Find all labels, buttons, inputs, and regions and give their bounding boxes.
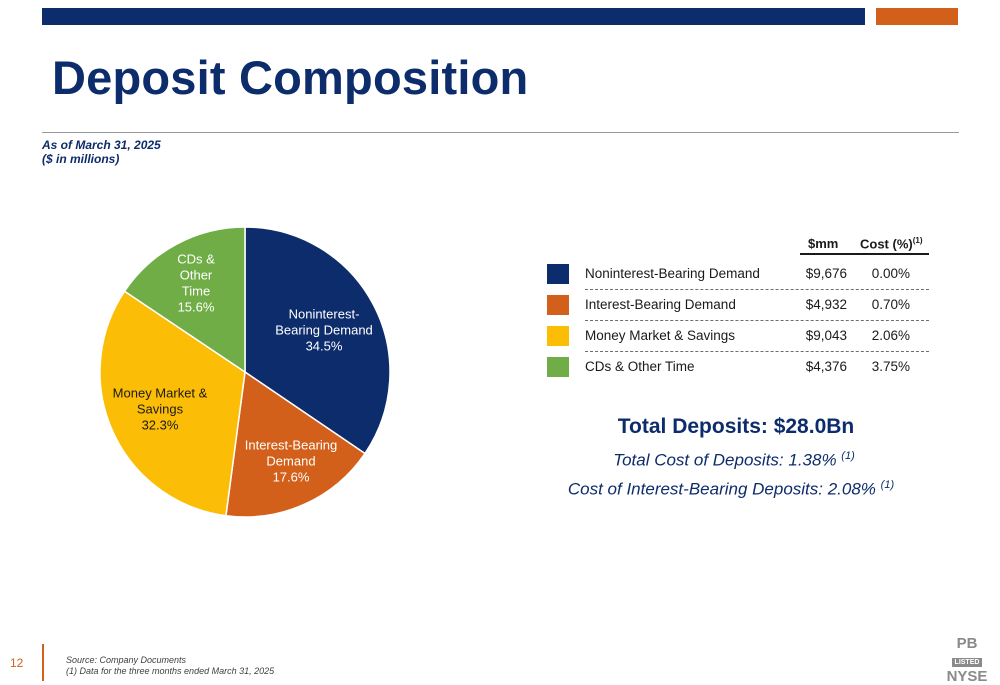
pie-label-3-line-0: CDs & bbox=[177, 251, 215, 266]
row-divider bbox=[585, 289, 929, 290]
interest-bearing-cost: Cost of Interest-Bearing Deposits: 2.08%… bbox=[568, 479, 894, 500]
table-row: Interest-Bearing Demand $4,932 0.70% bbox=[547, 290, 929, 321]
footer-source: Source: Company Documents bbox=[66, 655, 187, 665]
pie-label-1-line-1: Demand bbox=[266, 453, 315, 468]
pie-label-3-line-2: Time bbox=[182, 283, 210, 298]
row-mm: $9,043 bbox=[805, 328, 847, 343]
total-cost-text: Total Cost of Deposits: 1.38% bbox=[613, 450, 837, 470]
row-cost: 0.00% bbox=[871, 266, 910, 281]
logo-listed: LISTED bbox=[951, 658, 983, 667]
row-cost: 3.75% bbox=[871, 359, 910, 374]
row-mm: $4,932 bbox=[805, 297, 847, 312]
row-label: Interest-Bearing Demand bbox=[585, 297, 736, 312]
table-header-cost-label: Cost (%) bbox=[860, 236, 913, 252]
row-mm: $4,376 bbox=[805, 359, 847, 374]
subtitle-units: ($ in millions) bbox=[42, 152, 120, 166]
pie-label-3-line-1: Other bbox=[180, 267, 213, 282]
row-cost: 0.70% bbox=[871, 297, 910, 312]
slide-subtitle: As of March 31, 2025 ($ in millions) bbox=[42, 138, 161, 166]
top-bar-navy bbox=[42, 8, 865, 25]
row-mm: $9,676 bbox=[805, 266, 847, 281]
nyse-listed-logo: PB LISTED NYSE bbox=[943, 635, 991, 685]
table-header-cost-note: (1) bbox=[912, 236, 923, 245]
table-header-mm: $mm bbox=[808, 236, 839, 251]
table-row: Noninterest-Bearing Demand $9,676 0.00% bbox=[547, 259, 929, 290]
top-bar-orange bbox=[876, 8, 958, 25]
logo-ticker: PB bbox=[956, 635, 978, 652]
pie-label-0-line-1: Bearing Demand bbox=[275, 322, 373, 337]
footer-footnote: (1) Data for the three months ended Marc… bbox=[66, 666, 275, 676]
table-row: Money Market & Savings $9,043 2.06% bbox=[547, 321, 929, 352]
pie-slice-3 bbox=[123, 226, 246, 374]
table-row: CDs & Other Time $4,376 3.75% bbox=[547, 352, 929, 383]
pie-label-0-line-2: 34.5% bbox=[306, 338, 343, 353]
footer-divider bbox=[42, 644, 44, 681]
table-header-rule bbox=[800, 253, 929, 255]
row-label: Noninterest-Bearing Demand bbox=[585, 266, 760, 281]
pie-label-3-line-3: 15.6% bbox=[178, 299, 215, 314]
legend-swatch-money-market bbox=[547, 326, 569, 346]
title-rule bbox=[42, 132, 959, 133]
total-cost-note: (1) bbox=[841, 450, 855, 462]
slide-title: Deposit Composition bbox=[52, 51, 529, 104]
subtitle-date: As of March 31, 2025 bbox=[42, 138, 161, 152]
pie-slice-0 bbox=[244, 226, 391, 455]
row-divider bbox=[585, 320, 929, 321]
pie-slice-1 bbox=[225, 370, 366, 518]
table-header-cost: Cost (%)(1) bbox=[860, 236, 923, 251]
row-label: CDs & Other Time bbox=[585, 359, 695, 374]
ib-cost-note: (1) bbox=[880, 479, 895, 491]
legend-swatch-noninterest bbox=[547, 264, 569, 284]
total-deposits: Total Deposits: $28.0Bn bbox=[617, 415, 855, 438]
footer-notes: Source: Company Documents (1) Data for t… bbox=[66, 655, 274, 677]
legend-swatch-cds bbox=[547, 357, 569, 377]
logo-exchange: NYSE bbox=[946, 668, 988, 685]
row-divider bbox=[585, 351, 929, 352]
row-cost: 2.06% bbox=[871, 328, 910, 343]
total-cost-of-deposits: Total Cost of Deposits: 1.38% (1) bbox=[613, 450, 855, 471]
row-label: Money Market & Savings bbox=[585, 328, 736, 343]
page-number: 12 bbox=[10, 656, 24, 670]
pie-label-1-line-2: 17.6% bbox=[273, 469, 310, 484]
pie-label-2-line-0: Money Market & bbox=[113, 385, 208, 400]
ib-cost-text: Cost of Interest-Bearing Deposits: 2.08% bbox=[567, 479, 876, 499]
pie-slice-2 bbox=[99, 290, 246, 517]
pie-label-2-line-1: Savings bbox=[137, 401, 184, 416]
pie-label-0-line-0: Noninterest- bbox=[289, 306, 360, 321]
pie-label-2-line-2: 32.3% bbox=[142, 417, 179, 432]
pie-label-1-line-0: Interest-Bearing bbox=[245, 437, 338, 452]
legend-swatch-interest bbox=[547, 295, 569, 315]
